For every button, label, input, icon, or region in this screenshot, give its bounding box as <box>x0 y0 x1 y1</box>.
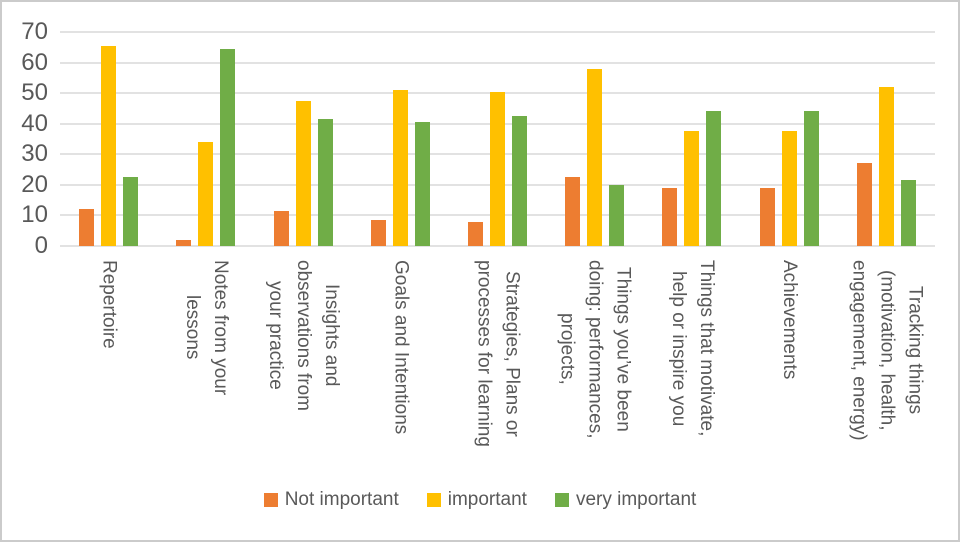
y-axis-tick-label: 60 <box>21 48 48 76</box>
x-axis-category-label: Repertoire <box>98 260 120 349</box>
x-axis-category-label: Strategies, Plans or processes for learn… <box>473 260 523 447</box>
bar-not-important <box>370 220 386 246</box>
x-axis-label-cell: Goals and Intentions <box>352 252 449 476</box>
bar-group-things-that-motivate-help-or-i <box>643 32 740 246</box>
bar-important <box>587 69 603 246</box>
bar-not-important <box>565 177 581 246</box>
y-axis-tick-label: 0 <box>34 232 48 259</box>
bar-important <box>781 131 797 246</box>
bar-not-important <box>467 222 483 246</box>
legend-item-not-important: Not important <box>263 489 399 511</box>
bar-important <box>198 142 214 246</box>
legend-color-swatch <box>554 493 569 507</box>
bar-groups <box>60 32 935 246</box>
legend-label: very important <box>575 489 697 510</box>
x-axis-label-cell: Things that motivate, help or inspire yo… <box>643 252 740 476</box>
bar-not-important <box>759 188 775 246</box>
bar-group-strategies-plans-or-processes- <box>449 32 546 246</box>
x-axis-label-cell: Achievements <box>741 252 838 476</box>
bar-very-important <box>511 116 527 246</box>
bar-not-important <box>662 188 678 246</box>
bar-important <box>684 131 700 246</box>
x-axis-category-label: Things that motivate, help or inspire yo… <box>667 260 717 437</box>
legend: Not important important very important <box>2 489 958 511</box>
x-axis-label-cell: Insights and observations from your prac… <box>254 252 351 476</box>
bar-group-things-you-ve-been-doing-perfo <box>546 32 643 246</box>
bar-very-important <box>609 185 625 246</box>
bar-not-important <box>856 163 872 246</box>
gridline-0 <box>60 245 935 247</box>
legend-color-swatch <box>426 493 441 507</box>
bar-group-achievements <box>741 32 838 246</box>
y-axis-tick-label: 20 <box>21 170 48 198</box>
bar-important <box>101 46 117 246</box>
bar-important <box>878 87 894 246</box>
x-axis-category-label: Notes from your lessons <box>181 260 231 396</box>
x-axis-category-label: Achievements <box>779 260 801 380</box>
gridline-60 <box>60 61 935 64</box>
bar-important <box>489 92 505 246</box>
x-axis-category-label: Goals and Intentions <box>390 260 412 435</box>
bar-group-repertoire <box>60 32 157 246</box>
bar-group-goals-and-intentions <box>352 32 449 246</box>
x-axis-category-label: Things you’ve been doing: performances, … <box>556 260 634 439</box>
bar-very-important <box>317 119 333 246</box>
x-axis-label-cell: Repertoire <box>60 252 157 476</box>
bar-group-insights-and-observations-from <box>254 32 351 246</box>
plot-area <box>60 31 935 247</box>
x-axis-label-cell: Strategies, Plans or processes for learn… <box>449 252 546 476</box>
x-axis-label-cell: Tracking things (motivation, health, eng… <box>838 252 935 476</box>
y-axis-tick-label: 50 <box>21 79 48 107</box>
legend-label: Not important <box>284 489 399 510</box>
bar-group-tracking-things-motivation-hea <box>838 32 935 246</box>
legend-item-important: important <box>426 489 527 511</box>
legend-color-swatch <box>263 493 278 507</box>
x-axis-label-cell: Things you’ve been doing: performances, … <box>546 252 643 476</box>
x-axis-category-label: Tracking things (motivation, health, eng… <box>848 260 926 441</box>
bar-very-important <box>900 180 916 246</box>
bar-very-important <box>220 49 236 246</box>
bar-very-important <box>803 111 819 246</box>
x-axis-category-label: Insights and observations from your prac… <box>265 260 343 412</box>
x-axis-label-cell: Notes from your lessons <box>157 252 254 476</box>
x-axis-category-labels: Repertoire Notes from your lessons Insight… <box>60 252 935 476</box>
bar-very-important <box>706 111 722 246</box>
bar-very-important <box>123 177 139 246</box>
bar-important <box>392 90 408 246</box>
bar-group-notes-from-your-lessons <box>157 32 254 246</box>
legend-item-very-important: very important <box>554 489 697 511</box>
bar-not-important <box>273 211 289 246</box>
bar-not-important <box>176 240 192 246</box>
y-axis-tick-label: 30 <box>21 140 48 168</box>
bar-very-important <box>414 122 430 246</box>
y-axis-tick-label: 70 <box>21 18 48 45</box>
bar-important <box>295 101 311 246</box>
legend-label: important <box>447 489 527 510</box>
y-axis-tick-label: 10 <box>21 201 48 229</box>
bar-not-important <box>79 209 95 246</box>
y-axis-tick-label: 40 <box>21 109 48 137</box>
gridline-70 <box>60 31 935 33</box>
